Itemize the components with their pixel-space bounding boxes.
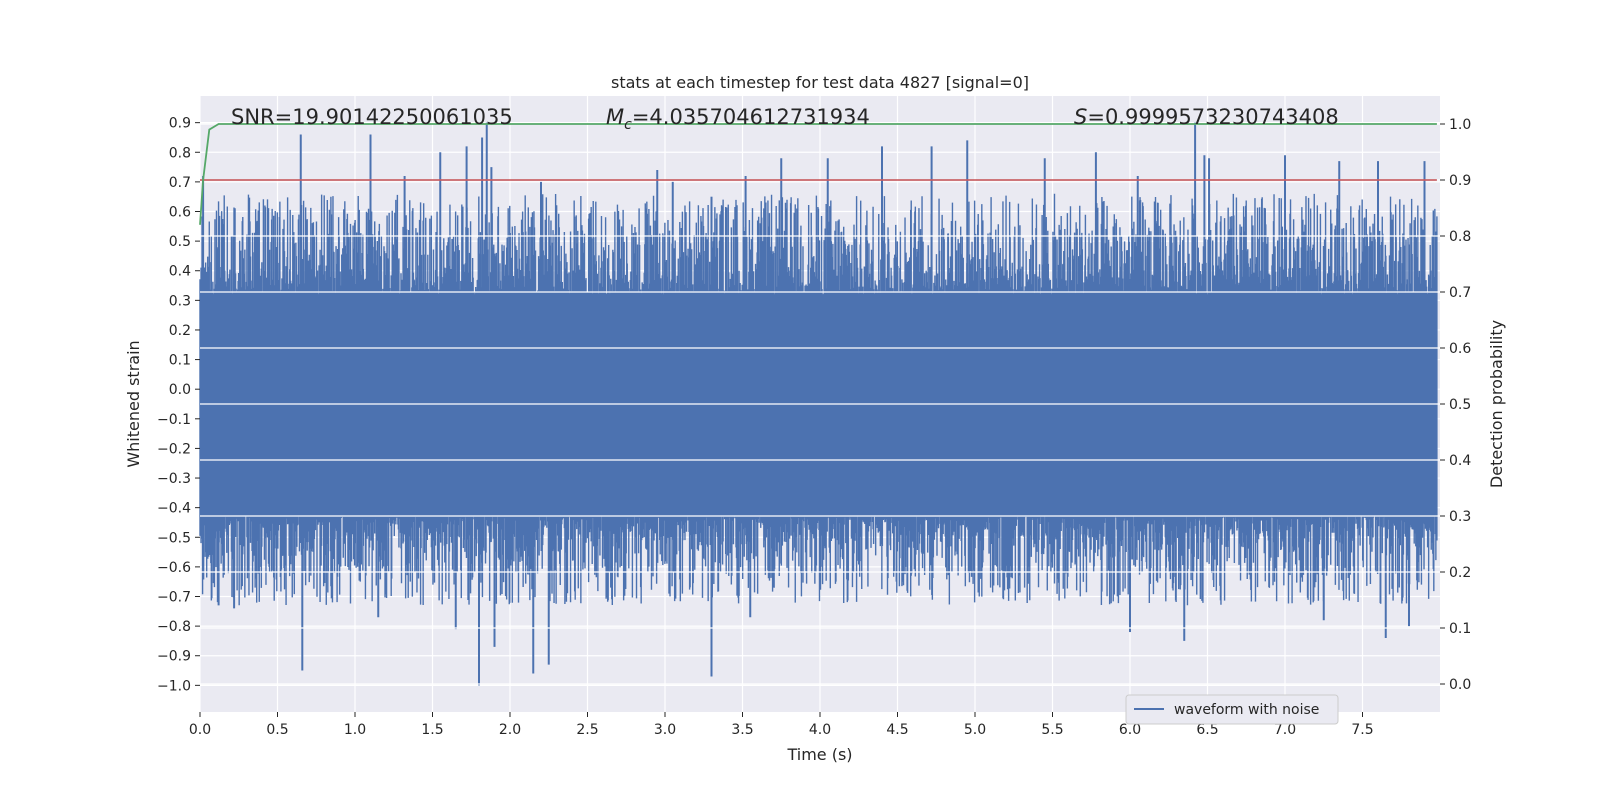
left-tick-label: 0.1: [169, 353, 191, 369]
x-tick-label: 2.5: [576, 722, 598, 738]
right-tick-label: 0.6: [1449, 341, 1471, 357]
x-tick-label: 6.5: [1196, 722, 1218, 738]
left-tick-label: −0.7: [157, 590, 191, 606]
left-tick-label: 0.5: [169, 234, 191, 250]
x-tick-label: 1.0: [344, 722, 366, 738]
right-tick-label: 0.9: [1449, 173, 1471, 189]
snr-annotation: SNR=19.90142250061035: [231, 105, 513, 129]
chart-title: stats at each timestep for test data 482…: [611, 73, 1029, 92]
x-tick-label: 7.0: [1274, 722, 1296, 738]
x-axis-label: Time (s): [786, 745, 852, 764]
x-tick-label: 5.0: [964, 722, 986, 738]
left-tick-label: 0.0: [169, 382, 191, 398]
right-tick-label: 0.7: [1449, 285, 1471, 301]
chirp-mass-subscript: c: [624, 117, 632, 133]
right-tick-label: 0.2: [1449, 565, 1471, 581]
left-tick-label: −0.5: [157, 530, 191, 546]
right-tick-label: 0.1: [1449, 621, 1471, 637]
score-symbol: S: [1074, 105, 1087, 129]
right-axis-ticks: 1.0 0.9 0.8 0.7 0.6 0.5 0.4 0.3 0.2 0.1 0.0: [1440, 117, 1471, 693]
left-tick-label: −0.8: [157, 619, 191, 635]
legend-label: waveform with noise: [1174, 702, 1319, 718]
left-axis-ticks: 0.9 0.8 0.7 0.6 0.5 0.4 0.3 0.2 0.1 0.0 −0.1 −0.2 −0…: [157, 116, 200, 694]
right-axis-label: Detection probability: [1487, 320, 1506, 488]
left-tick-label: −1.0: [157, 678, 191, 694]
chirp-mass-symbol: M: [606, 105, 624, 129]
right-tick-label: 0.0: [1449, 677, 1471, 693]
waveform-core: [200, 294, 1437, 517]
left-tick-label: 0.3: [169, 293, 191, 309]
left-tick-label: 0.6: [169, 205, 191, 221]
x-tick-label: 3.5: [731, 722, 753, 738]
left-tick-label: −0.2: [157, 441, 191, 457]
left-tick-label: −0.9: [157, 649, 191, 665]
detection-probability-line: [199, 123, 1437, 225]
right-tick-label: 0.4: [1449, 453, 1471, 469]
left-tick-label: 0.8: [169, 145, 191, 161]
left-axis-label: Whitened strain: [124, 340, 143, 467]
legend-box: [1125, 694, 1339, 725]
right-tick-label: 0.3: [1449, 509, 1471, 525]
left-tick-label: 0.7: [169, 175, 191, 191]
x-tick-label: 6.0: [1119, 722, 1141, 738]
chirp-mass-value: =4.035704612731934: [632, 105, 870, 129]
x-tick-label: 4.5: [886, 722, 908, 738]
x-axis-ticks: 0.0 0.5 1.0 1.5 2.0 2.5 3.0 3.5 4.0 4.5 5.0 5.5 6.0 6…: [189, 712, 1374, 738]
left-tick-label: −0.6: [157, 560, 191, 576]
right-tick-label: 1.0: [1449, 117, 1471, 133]
legend: waveform with noise: [1125, 694, 1339, 725]
waveform-series: [199, 122, 1438, 686]
x-tick-label: 0.5: [266, 722, 288, 738]
x-tick-label: 1.5: [421, 722, 443, 738]
left-tick-label: 0.9: [169, 116, 191, 132]
left-tick-label: −0.1: [157, 412, 191, 428]
left-tick-label: −0.3: [157, 471, 191, 487]
left-tick-label: 0.2: [169, 323, 191, 339]
x-tick-label: 4.0: [809, 722, 831, 738]
left-tick-label: −0.4: [157, 501, 191, 517]
score-value: =0.9999573230743408: [1087, 105, 1338, 129]
right-tick-label: 0.5: [1449, 397, 1471, 413]
x-tick-label: 7.5: [1351, 722, 1373, 738]
right-tick-label: 0.8: [1449, 229, 1471, 245]
x-tick-label: 5.5: [1041, 722, 1063, 738]
x-tick-label: 3.0: [654, 722, 676, 738]
left-tick-label: 0.4: [169, 264, 191, 280]
score-annotation: S=0.9999573230743408: [1074, 105, 1339, 129]
chirp-mass-annotation: Mc=4.035704612731934: [606, 105, 870, 133]
x-tick-label: 0.0: [189, 722, 211, 738]
x-tick-label: 2.0: [499, 722, 521, 738]
